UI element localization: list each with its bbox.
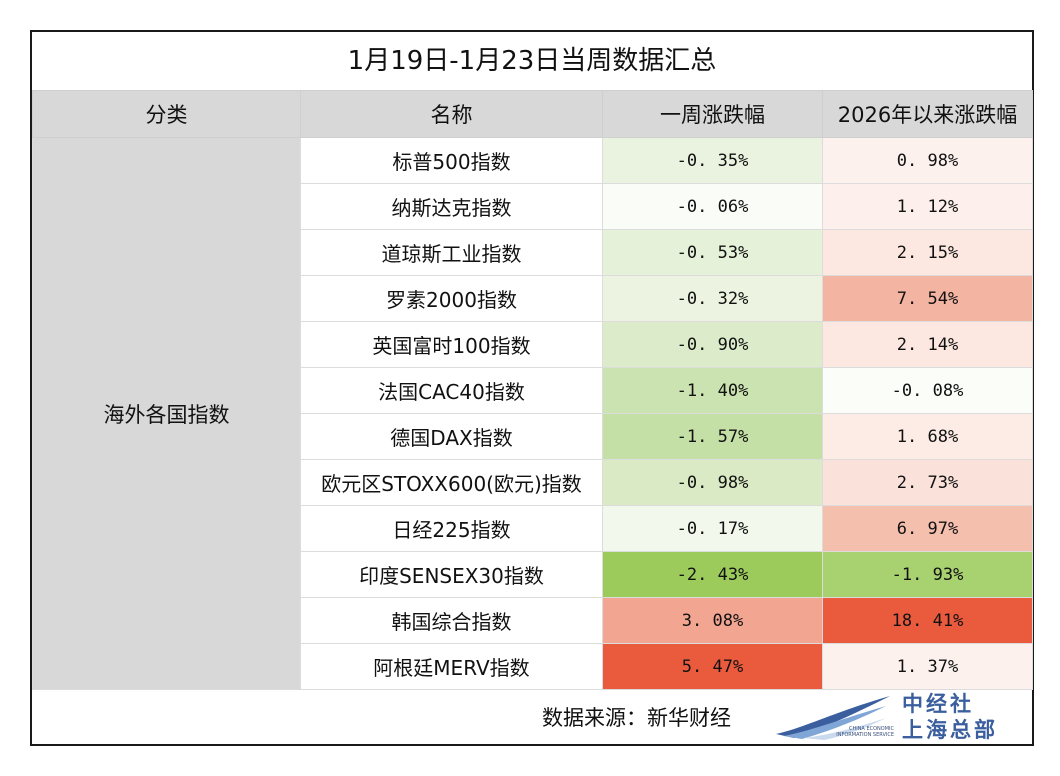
header-name: 名称 <box>300 90 603 138</box>
data-source: 数据来源：新华财经 <box>542 706 731 730</box>
index-name-cell: 英国富时100指数 <box>300 321 603 368</box>
ytd-change-cell: 0. 98% <box>822 137 1033 184</box>
table-row: 日经225指数 -0. 17% 6. 97% <box>33 505 1033 552</box>
week-change-cell: -2. 43% <box>602 551 823 598</box>
ytd-change-cell: 7. 54% <box>822 275 1033 322</box>
index-name-cell: 法国CAC40指数 <box>300 367 603 414</box>
week-change-cell: -0. 35% <box>602 137 823 184</box>
header-week-change: 一周涨跌幅 <box>602 90 823 138</box>
ytd-change-cell: -0. 08% <box>822 367 1033 414</box>
header-category: 分类 <box>32 90 301 138</box>
index-table: 分类 名称 一周涨跌幅 2026年以来涨跌幅 海外各国指数 标普500指数 -0. … <box>32 90 1033 690</box>
index-name-cell: 道琼斯工业指数 <box>300 229 603 276</box>
ytd-change-cell: 1. 12% <box>822 183 1033 230</box>
index-name-cell: 罗素2000指数 <box>300 275 603 322</box>
index-name-cell: 标普500指数 <box>300 137 603 184</box>
footer: 数据来源：新华财经 CHINA ECONOMIC INFORMATION SER… <box>32 686 1032 746</box>
index-name-cell: 印度SENSEX30指数 <box>300 551 603 598</box>
ytd-change-cell: 2. 73% <box>822 459 1033 506</box>
ytd-change-cell: 1. 37% <box>822 643 1033 690</box>
table-row: 罗素2000指数 -0. 32% 7. 54% <box>33 275 1033 322</box>
table-row: 道琼斯工业指数 -0. 53% 2. 15% <box>33 229 1033 276</box>
header-row: 分类 名称 一周涨跌幅 2026年以来涨跌幅 <box>32 90 1033 138</box>
index-name-cell: 德国DAX指数 <box>300 413 603 460</box>
logo-en-line2: INFORMATION SERVICE <box>836 732 894 738</box>
index-name-cell: 日经225指数 <box>300 505 603 552</box>
header-ytd-change: 2026年以来涨跌幅 <box>822 90 1033 138</box>
table-row: 阿根廷MERV指数 5. 47% 1. 37% <box>33 643 1033 690</box>
week-change-cell: -1. 40% <box>602 367 823 414</box>
week-change-cell: 3. 08% <box>602 597 823 644</box>
table-row: 印度SENSEX30指数 -2. 43% -1. 93% <box>33 551 1033 598</box>
table-row: 韩国综合指数 3. 08% 18. 41% <box>33 597 1033 644</box>
summary-panel: 1月19日-1月23日当周数据汇总 分类 名称 一周涨跌幅 2026年以来涨跌幅… <box>30 30 1034 746</box>
ytd-change-cell: 6. 97% <box>822 505 1033 552</box>
table-row: 欧元区STOXX600(欧元)指数 -0. 98% 2. 73% <box>33 459 1033 506</box>
week-change-cell: -0. 32% <box>602 275 823 322</box>
week-change-cell: -0. 90% <box>602 321 823 368</box>
table-row: 纳斯达克指数 -0. 06% 1. 12% <box>33 183 1033 230</box>
cei-logo: CHINA ECONOMIC INFORMATION SERVICE 中经社 上… <box>774 688 1030 744</box>
table-row: 法国CAC40指数 -1. 40% -0. 08% <box>33 367 1033 414</box>
table-title: 1月19日-1月23日当周数据汇总 <box>347 46 717 76</box>
index-name-cell: 阿根廷MERV指数 <box>300 643 603 690</box>
ytd-change-cell: -1. 93% <box>822 551 1033 598</box>
ytd-change-cell: 18. 41% <box>822 597 1033 644</box>
ytd-change-cell: 1. 68% <box>822 413 1033 460</box>
week-change-cell: 5. 47% <box>602 643 823 690</box>
index-name-cell: 韩国综合指数 <box>300 597 603 644</box>
table-row: 海外各国指数 标普500指数 -0. 35% 0. 98% <box>32 137 1033 690</box>
ytd-change-cell: 2. 14% <box>822 321 1033 368</box>
week-change-cell: -0. 98% <box>602 459 823 506</box>
index-name-cell: 欧元区STOXX600(欧元)指数 <box>300 459 603 506</box>
logo-line2: 上海总部 <box>902 718 998 742</box>
logo-line1: 中经社 <box>902 692 974 716</box>
ytd-change-cell: 2. 15% <box>822 229 1033 276</box>
index-name-cell: 纳斯达克指数 <box>300 183 603 230</box>
logo-english-text: CHINA ECONOMIC INFORMATION SERVICE <box>816 726 894 738</box>
table-row: 德国DAX指数 -1. 57% 1. 68% <box>33 413 1033 460</box>
category-cell: 海外各国指数 <box>32 137 301 690</box>
logo-en-line1: CHINA ECONOMIC <box>848 726 894 732</box>
swoosh-logo-icon <box>776 696 890 740</box>
week-change-cell: -0. 17% <box>602 505 823 552</box>
week-change-cell: -0. 06% <box>602 183 823 230</box>
week-change-cell: -1. 57% <box>602 413 823 460</box>
week-change-cell: -0. 53% <box>602 229 823 276</box>
table-row: 英国富时100指数 -0. 90% 2. 14% <box>33 321 1033 368</box>
